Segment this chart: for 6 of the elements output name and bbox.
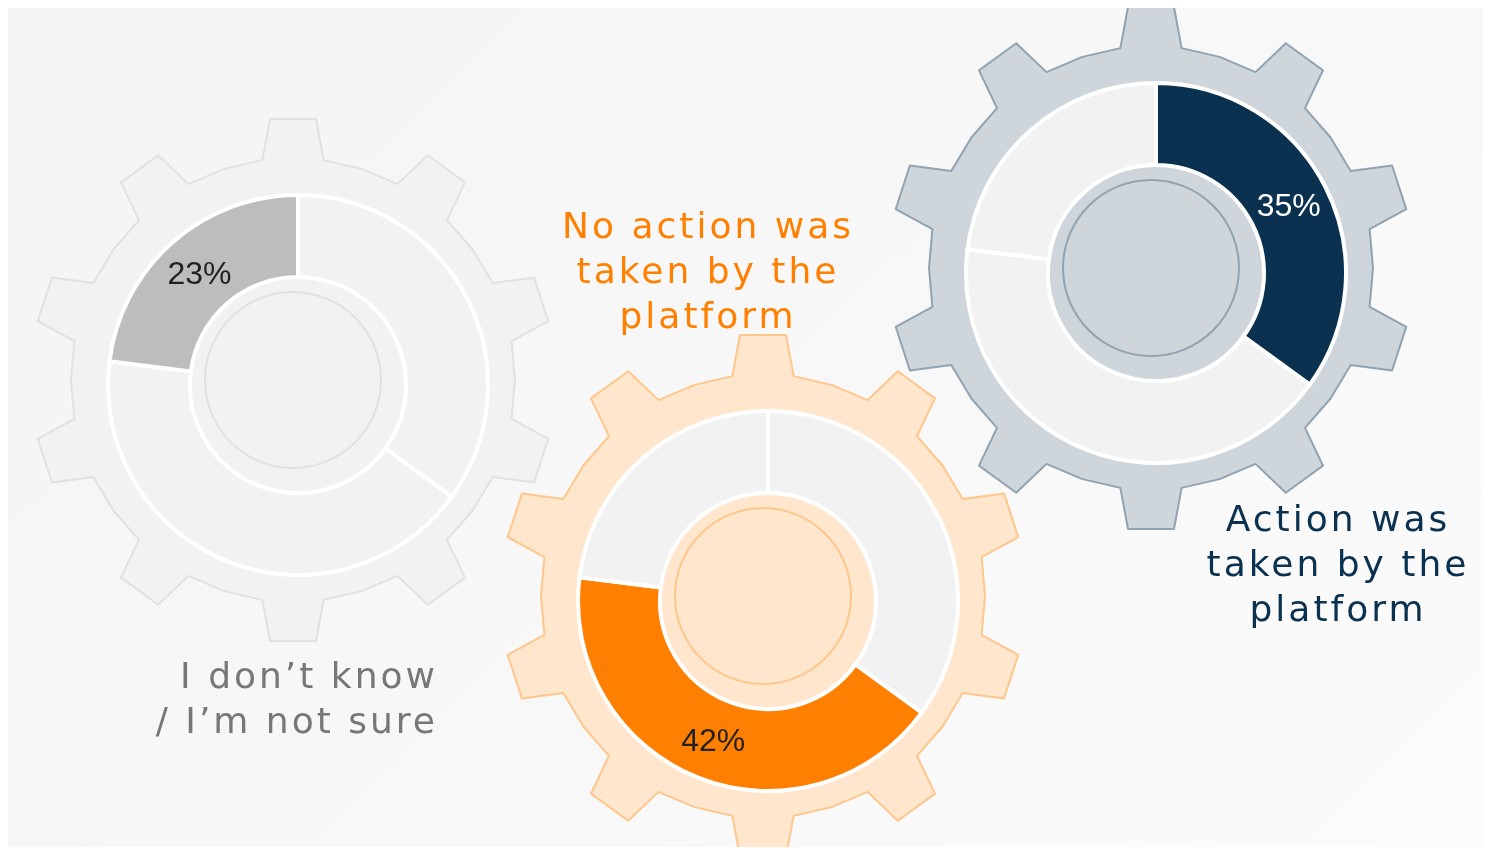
- data-label: 35%: [1256, 187, 1321, 224]
- data-label: 23%: [167, 255, 232, 292]
- text: I don’t know / I’m not sure: [154, 654, 438, 743]
- text: Action was taken by the platform: [1205, 497, 1471, 631]
- chart-title: No action was taken by the platform: [561, 204, 855, 338]
- data-label: 42%: [681, 721, 746, 758]
